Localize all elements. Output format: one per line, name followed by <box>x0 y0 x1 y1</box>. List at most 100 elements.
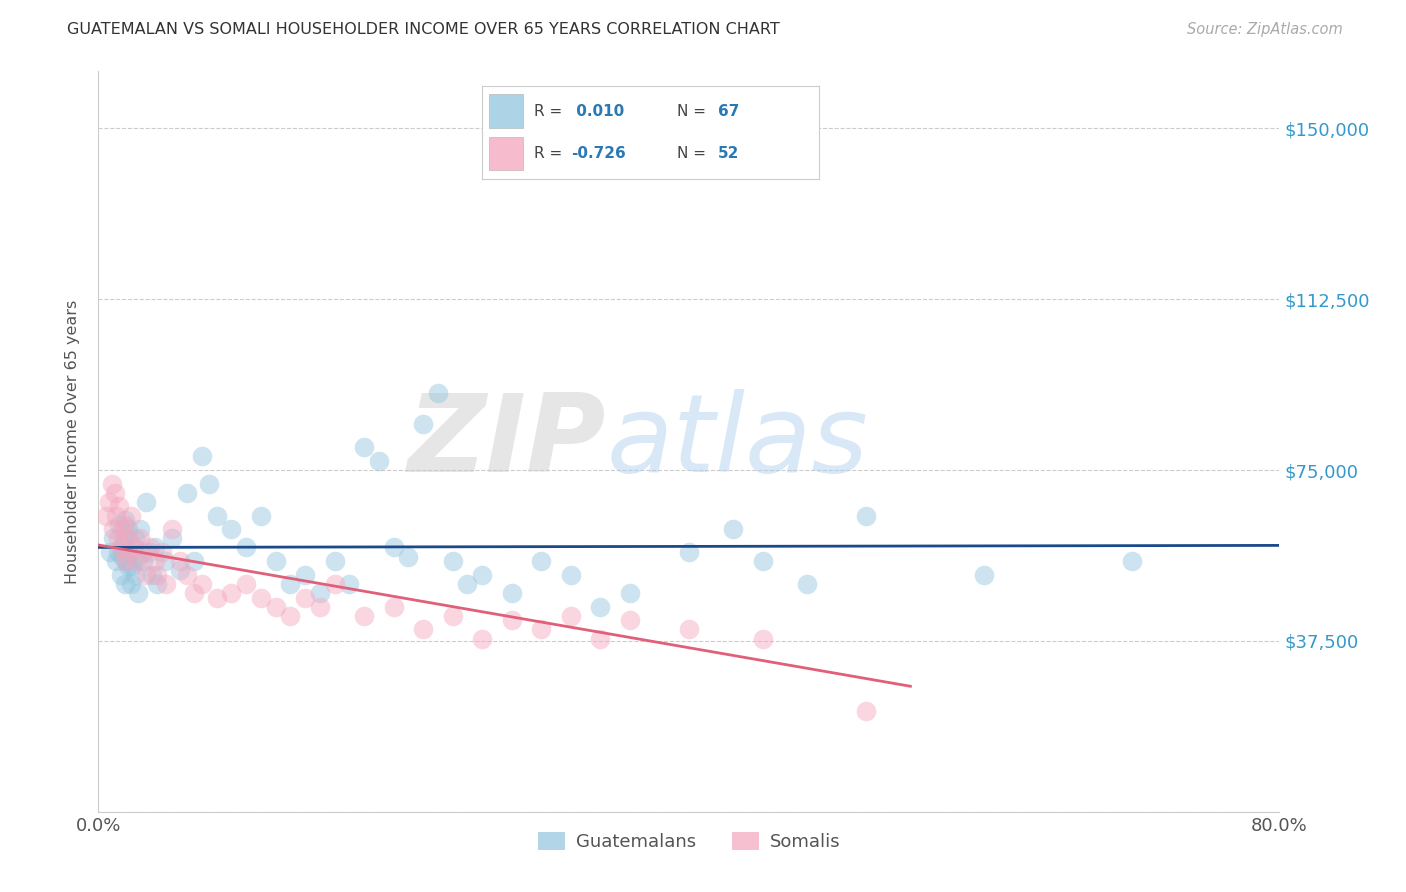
Point <box>146 577 169 591</box>
Point <box>162 522 183 536</box>
Point <box>118 545 141 559</box>
Point <box>135 567 157 582</box>
Point <box>323 554 346 568</box>
Point <box>110 541 132 555</box>
Point <box>501 613 523 627</box>
Point <box>205 591 228 605</box>
Point <box>250 591 273 605</box>
Point <box>114 517 136 532</box>
Point <box>368 454 391 468</box>
Point <box>141 567 163 582</box>
Text: ZIP: ZIP <box>408 389 606 494</box>
Point <box>111 522 134 536</box>
Point <box>117 532 139 546</box>
Point <box>752 632 775 646</box>
Point <box>530 623 553 637</box>
Point <box>441 608 464 623</box>
Point <box>127 586 149 600</box>
Point <box>530 554 553 568</box>
Point <box>176 567 198 582</box>
Point <box>111 549 134 564</box>
Point <box>560 567 582 582</box>
Point <box>191 450 214 464</box>
Point <box>198 476 221 491</box>
Point <box>412 623 434 637</box>
Point <box>294 567 316 582</box>
Point <box>560 608 582 623</box>
Point <box>471 632 494 646</box>
Point <box>221 586 243 600</box>
Point <box>132 545 155 559</box>
Point <box>98 545 121 559</box>
Point <box>398 549 420 564</box>
Point <box>589 599 612 614</box>
Point <box>353 608 375 623</box>
Point <box>382 599 405 614</box>
Point <box>105 508 128 523</box>
Text: Source: ZipAtlas.com: Source: ZipAtlas.com <box>1187 22 1343 37</box>
Point <box>115 554 138 568</box>
Point <box>103 522 125 536</box>
Point <box>191 577 214 591</box>
Point <box>153 554 176 568</box>
Point <box>117 558 139 573</box>
Point <box>162 532 183 546</box>
Point <box>110 541 132 555</box>
Point <box>619 586 641 600</box>
Point <box>107 545 129 559</box>
Y-axis label: Householder Income Over 65 years: Householder Income Over 65 years <box>65 300 80 583</box>
Point <box>280 577 302 591</box>
Point <box>752 554 775 568</box>
Point <box>353 440 375 454</box>
Point <box>105 554 128 568</box>
Point <box>723 522 745 536</box>
Point <box>250 508 273 523</box>
Point <box>264 554 287 568</box>
Point <box>143 541 166 555</box>
Point <box>1121 554 1143 568</box>
Point <box>120 508 142 523</box>
Point <box>619 613 641 627</box>
Point <box>122 541 145 555</box>
Point <box>339 577 361 591</box>
Point <box>115 554 138 568</box>
Point <box>114 513 136 527</box>
Point <box>120 577 142 591</box>
Point <box>169 554 191 568</box>
Point <box>264 599 287 614</box>
Point <box>117 522 139 536</box>
Point <box>108 517 131 532</box>
Point <box>323 577 346 591</box>
Point <box>309 586 332 600</box>
Point <box>155 577 177 591</box>
Point <box>176 485 198 500</box>
Point <box>139 541 162 555</box>
Point <box>427 385 450 400</box>
Point <box>124 532 146 546</box>
Point <box>169 563 191 577</box>
Point <box>124 567 146 582</box>
Point <box>150 545 173 559</box>
Point <box>235 577 257 591</box>
Text: GUATEMALAN VS SOMALI HOUSEHOLDER INCOME OVER 65 YEARS CORRELATION CHART: GUATEMALAN VS SOMALI HOUSEHOLDER INCOME … <box>67 22 780 37</box>
Point <box>143 554 166 568</box>
Point <box>501 586 523 600</box>
Point <box>104 485 127 500</box>
Point <box>138 545 160 559</box>
Point <box>122 541 145 555</box>
Point <box>125 554 148 568</box>
Point <box>457 577 479 591</box>
Point <box>973 567 995 582</box>
Point <box>294 591 316 605</box>
Point <box>112 545 135 559</box>
Point <box>183 554 205 568</box>
Point <box>309 599 332 614</box>
Point <box>97 495 120 509</box>
Point <box>132 554 155 568</box>
Point <box>128 532 150 546</box>
Point <box>855 508 877 523</box>
Point <box>412 417 434 432</box>
Point <box>107 532 129 546</box>
Text: atlas: atlas <box>606 389 868 494</box>
Point <box>589 632 612 646</box>
